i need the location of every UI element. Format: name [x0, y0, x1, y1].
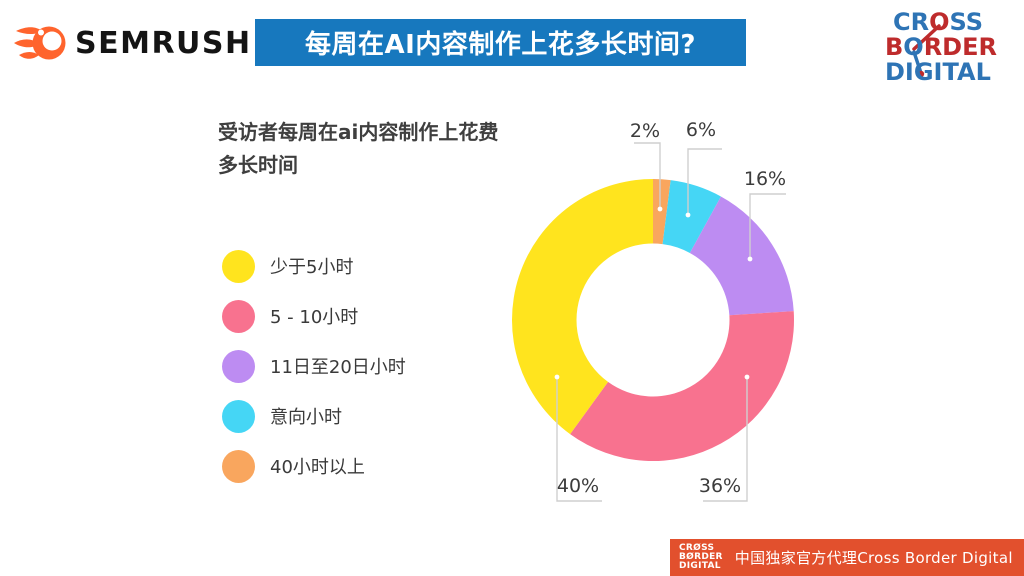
semrush-flame-icon — [14, 26, 66, 60]
leader-line — [687, 148, 722, 215]
legend-swatch — [222, 249, 255, 283]
footer-banner: CRØSS BØRDER DIGITAL 中国独家官方代理Cross Borde… — [670, 539, 1024, 576]
legend-item: 40小时以上 — [222, 441, 406, 491]
chart-title: 受访者每周在ai内容制作上花费 多长时间 — [218, 116, 558, 182]
semrush-logo: SEMRUSH — [14, 20, 252, 66]
donut-slice — [511, 179, 653, 435]
donut-slice — [689, 196, 794, 316]
pct-label: 40% — [557, 475, 599, 497]
cross-border-digital-logo: CROSS BORDER DIGITAL — [885, 10, 1020, 94]
leader-dot — [657, 206, 663, 212]
legend-swatch — [222, 449, 255, 483]
pct-label: 36% — [699, 475, 741, 497]
cbd-logo-line-cross: CROSS — [885, 10, 1020, 35]
donut-slices — [511, 179, 794, 461]
legend-item: 意向小时 — [222, 391, 406, 441]
legend-swatch — [222, 299, 255, 333]
pct-label: 6% — [686, 119, 716, 141]
donut-callouts: 2% 6% 16% 40% 36% — [554, 119, 786, 502]
leader-line — [749, 193, 786, 259]
semrush-wordmark: SEMRUSH — [75, 25, 252, 61]
cbd-text: DIGITAL — [885, 58, 991, 86]
cbd-text: O — [903, 33, 924, 61]
cbd-mini-logo-line: CRØSS — [679, 543, 715, 553]
chart-title-line: 多长时间 — [218, 153, 298, 177]
cbd-text: O — [929, 8, 950, 36]
legend-label: 少于5小时 — [270, 257, 354, 278]
legend: 少于5小时 5 - 10小时 11日至20日小时 意向小时 40小时以上 — [222, 241, 406, 491]
cbd-logo-line-digital: DIGITAL — [885, 60, 1020, 85]
donut-slice — [653, 179, 671, 245]
legend-swatch — [222, 399, 255, 433]
legend-label: 11日至20日小时 — [270, 357, 406, 378]
footer-text: 中国独家官方代理Cross Border Digital — [734, 549, 1013, 567]
legend-item: 5 - 10小时 — [222, 291, 406, 341]
legend-label: 40小时以上 — [270, 457, 365, 478]
link-connector-icon — [912, 24, 941, 78]
pct-label: 16% — [744, 168, 786, 190]
leader-dot — [554, 374, 560, 380]
leader-line — [703, 377, 748, 502]
pct-label: 2% — [630, 120, 660, 142]
legend-label: 意向小时 — [270, 407, 342, 428]
cbd-mini-logo-line: BØRDER — [679, 552, 723, 562]
chart-title-line: 受访者每周在ai内容制作上花费 — [218, 120, 499, 144]
title-banner: 每周在AI内容制作上花多长时间? — [255, 19, 746, 66]
legend-item: 11日至20日小时 — [222, 341, 406, 391]
leader-line — [634, 142, 661, 209]
leader-dot — [744, 374, 750, 380]
leader-dot — [747, 256, 753, 262]
page-title: 每周在AI内容制作上花多长时间? — [305, 30, 696, 60]
cbd-text: RDER — [923, 33, 997, 61]
donut-slice — [570, 311, 794, 461]
leader-dot — [685, 212, 691, 218]
cbd-text: SS — [949, 8, 984, 36]
legend-swatch — [222, 349, 255, 383]
cbd-text: B — [885, 33, 904, 61]
leader-line — [556, 377, 602, 502]
cbd-logo-line-border: BORDER — [885, 35, 1020, 60]
legend-item: 少于5小时 — [222, 241, 406, 291]
legend-label: 5 - 10小时 — [270, 307, 359, 328]
cbd-mini-logo-line: DIGITAL — [679, 561, 721, 571]
donut-slice — [662, 180, 721, 253]
cbd-text: CR — [893, 8, 930, 36]
cbd-mini-logo: CRØSS BØRDER DIGITAL — [679, 544, 723, 571]
